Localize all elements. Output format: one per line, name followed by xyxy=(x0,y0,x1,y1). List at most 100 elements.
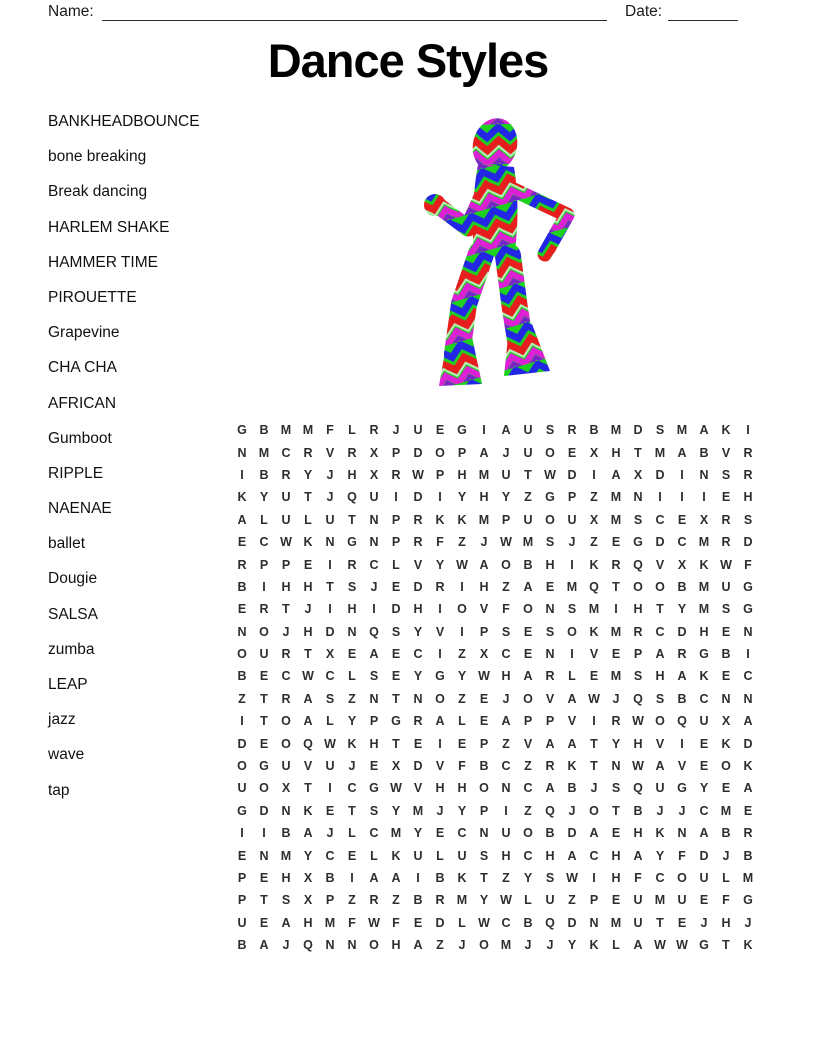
grid-cell[interactable]: J xyxy=(502,691,510,706)
grid-cell[interactable]: U xyxy=(457,848,467,863)
grid-cell[interactable]: R xyxy=(677,647,687,662)
grid-cell[interactable]: P xyxy=(391,535,401,550)
grid-cell[interactable]: N xyxy=(369,691,379,706)
grid-cell[interactable]: I xyxy=(372,602,376,617)
grid-cell[interactable]: W xyxy=(500,893,512,908)
grid-cell[interactable]: H xyxy=(303,624,313,639)
grid-cell[interactable]: V xyxy=(435,759,445,774)
grid-cell[interactable]: U xyxy=(633,915,643,930)
grid-cell[interactable]: D xyxy=(391,602,401,617)
grid-cell[interactable]: J xyxy=(590,781,598,796)
grid-cell[interactable]: V xyxy=(413,557,423,572)
grid-cell[interactable]: Y xyxy=(413,826,423,841)
grid-cell[interactable]: Y xyxy=(457,803,467,818)
grid-cell[interactable]: O xyxy=(479,781,489,796)
grid-cell[interactable]: P xyxy=(325,893,335,908)
grid-cell[interactable]: U xyxy=(281,490,291,505)
grid-cell[interactable]: U xyxy=(413,848,423,863)
grid-cell[interactable]: M xyxy=(610,512,622,527)
grid-cell[interactable]: M xyxy=(654,893,666,908)
grid-cell[interactable]: R xyxy=(347,557,357,572)
grid-cell[interactable]: B xyxy=(677,691,687,706)
grid-cell[interactable]: E xyxy=(391,669,401,684)
grid-cell[interactable]: H xyxy=(281,579,291,594)
grid-cell[interactable]: W xyxy=(676,938,688,953)
grid-cell[interactable]: N xyxy=(347,624,357,639)
grid-cell[interactable]: O xyxy=(523,691,533,706)
name-input-line[interactable] xyxy=(102,2,607,21)
grid-cell[interactable]: R xyxy=(611,714,621,729)
grid-cell[interactable]: E xyxy=(699,759,709,774)
grid-cell[interactable]: W xyxy=(720,557,732,572)
grid-cell[interactable]: U xyxy=(369,490,379,505)
grid-cell[interactable]: Q xyxy=(633,781,643,796)
grid-cell[interactable]: J xyxy=(436,803,444,818)
grid-cell[interactable]: J xyxy=(348,759,356,774)
grid-cell[interactable]: G xyxy=(743,893,753,908)
grid-cell[interactable]: Z xyxy=(590,535,598,550)
grid-cell[interactable]: Q xyxy=(303,736,313,751)
grid-cell[interactable]: A xyxy=(501,714,511,729)
grid-cell[interactable]: U xyxy=(545,893,555,908)
grid-cell[interactable]: I xyxy=(592,871,596,885)
grid-cell[interactable]: J xyxy=(568,535,576,550)
grid-cell[interactable]: E xyxy=(567,445,577,460)
grid-cell[interactable]: X xyxy=(479,647,489,662)
grid-cell[interactable]: A xyxy=(369,871,379,885)
grid-cell[interactable]: B xyxy=(545,826,555,841)
grid-cell[interactable]: B xyxy=(237,669,247,684)
grid-cell[interactable]: H xyxy=(457,781,467,796)
grid-cell[interactable]: Q xyxy=(347,490,357,505)
grid-cell[interactable]: M xyxy=(478,512,490,527)
grid-cell[interactable]: U xyxy=(567,512,577,527)
grid-cell[interactable]: A xyxy=(743,714,753,729)
grid-cell[interactable]: V xyxy=(303,759,313,774)
grid-cell[interactable]: R xyxy=(721,535,731,550)
grid-cell[interactable]: O xyxy=(523,602,533,617)
grid-cell[interactable]: H xyxy=(633,602,643,617)
grid-cell[interactable]: W xyxy=(456,557,468,572)
grid-cell[interactable]: L xyxy=(458,714,466,729)
grid-cell[interactable]: V xyxy=(655,736,665,751)
grid-cell[interactable]: S xyxy=(633,669,643,684)
grid-cell[interactable]: P xyxy=(589,893,599,908)
grid-cell[interactable]: A xyxy=(567,736,577,751)
grid-cell[interactable]: A xyxy=(413,938,423,953)
grid-cell[interactable]: P xyxy=(479,803,489,818)
grid-cell[interactable]: T xyxy=(524,467,532,482)
grid-cell[interactable]: T xyxy=(260,691,268,706)
grid-cell[interactable]: R xyxy=(611,557,621,572)
grid-cell[interactable]: M xyxy=(280,848,292,863)
grid-cell[interactable]: J xyxy=(612,691,620,706)
grid-cell[interactable]: O xyxy=(281,736,291,751)
grid-cell[interactable]: N xyxy=(413,691,423,706)
grid-cell[interactable]: N xyxy=(369,512,379,527)
grid-cell[interactable]: H xyxy=(369,736,379,751)
grid-cell[interactable]: A xyxy=(479,557,489,572)
grid-cell[interactable]: U xyxy=(325,512,335,527)
grid-cell[interactable]: D xyxy=(237,736,247,751)
grid-cell[interactable]: A xyxy=(677,445,687,460)
grid-cell[interactable]: Z xyxy=(436,938,444,953)
grid-cell[interactable]: E xyxy=(369,759,379,774)
grid-cell[interactable]: Y xyxy=(699,781,709,796)
grid-cell[interactable]: Q xyxy=(589,579,599,594)
grid-cell[interactable]: O xyxy=(545,445,555,460)
grid-cell[interactable]: T xyxy=(392,736,400,751)
grid-cell[interactable]: O xyxy=(259,624,269,639)
grid-cell[interactable]: Z xyxy=(458,535,466,550)
grid-cell[interactable]: M xyxy=(390,826,402,841)
grid-cell[interactable]: I xyxy=(262,826,266,841)
grid-cell[interactable]: V xyxy=(567,714,577,729)
grid-cell[interactable]: T xyxy=(348,803,356,818)
grid-cell[interactable]: F xyxy=(326,423,334,438)
grid-cell[interactable]: R xyxy=(413,512,423,527)
grid-cell[interactable]: H xyxy=(501,669,511,684)
grid-cell[interactable]: A xyxy=(567,691,577,706)
grid-cell[interactable]: Y xyxy=(391,803,401,818)
grid-cell[interactable]: S xyxy=(501,624,511,639)
grid-cell[interactable]: C xyxy=(655,871,665,885)
grid-cell[interactable]: E xyxy=(721,624,731,639)
grid-cell[interactable]: T xyxy=(656,915,664,930)
grid-cell[interactable]: W xyxy=(390,781,402,796)
